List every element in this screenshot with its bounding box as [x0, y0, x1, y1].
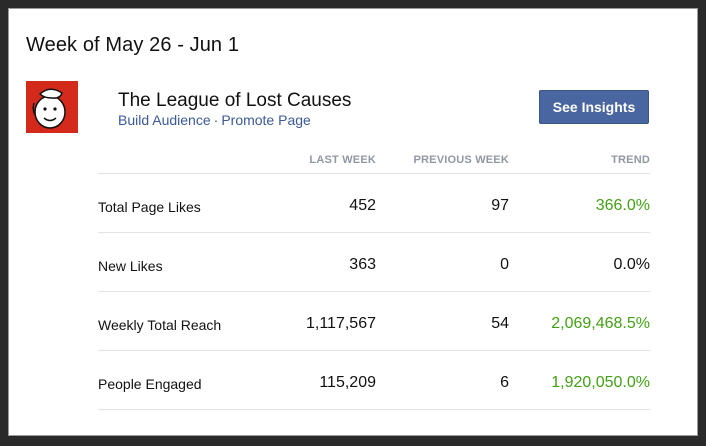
- last-week-value: 115,209: [319, 374, 376, 391]
- table-header: LAST WEEK PREVIOUS WEEK TREND: [98, 144, 650, 174]
- previous-week-value: 97: [491, 197, 509, 214]
- column-header-previous-week: PREVIOUS WEEK: [413, 154, 509, 166]
- page-name[interactable]: The League of Lost Causes: [118, 90, 352, 111]
- last-week-value: 363: [349, 256, 376, 273]
- build-audience-link[interactable]: Build Audience: [118, 112, 211, 128]
- row-label: People Engaged: [98, 376, 202, 392]
- previous-week-value: 6: [500, 374, 509, 391]
- column-header-last-week: LAST WEEK: [309, 154, 376, 166]
- page-avatar[interactable]: [26, 81, 78, 133]
- week-title: Week of May 26 - Jun 1: [26, 34, 240, 56]
- see-insights-button[interactable]: See Insights: [539, 90, 649, 124]
- table-row-weekly-total-reach: Weekly Total Reach 1,117,567 54 2,069,46…: [98, 292, 650, 351]
- table-row-new-likes: New Likes 363 0 0.0%: [98, 233, 650, 292]
- link-separator: ·: [213, 112, 219, 128]
- trend-value: 366.0%: [595, 197, 650, 214]
- trend-value: 0.0%: [613, 256, 650, 273]
- column-header-trend: TREND: [611, 154, 650, 166]
- page-action-links: Build Audience · Promote Page: [118, 112, 311, 128]
- row-label: Weekly Total Reach: [98, 317, 222, 333]
- table-row-total-page-likes: Total Page Likes 452 97 366.0%: [98, 174, 650, 233]
- promote-page-link[interactable]: Promote Page: [221, 112, 311, 128]
- weekly-insights-card: Week of May 26 - Jun 1 The League of Los…: [8, 8, 698, 436]
- metrics-table: LAST WEEK PREVIOUS WEEK TREND Total Page…: [98, 144, 650, 410]
- trend-value: 1,920,050.0%: [551, 374, 650, 391]
- table-row-people-engaged: People Engaged 115,209 6 1,920,050.0%: [98, 351, 650, 410]
- previous-week-value: 0: [500, 256, 509, 273]
- trend-value: 2,069,468.5%: [551, 315, 650, 332]
- row-label: Total Page Likes: [98, 199, 201, 215]
- last-week-value: 1,117,567: [306, 315, 376, 332]
- row-label: New Likes: [98, 258, 163, 274]
- cartoon-face-avatar-icon: [26, 81, 78, 133]
- last-week-value: 452: [349, 197, 376, 214]
- previous-week-value: 54: [491, 315, 509, 332]
